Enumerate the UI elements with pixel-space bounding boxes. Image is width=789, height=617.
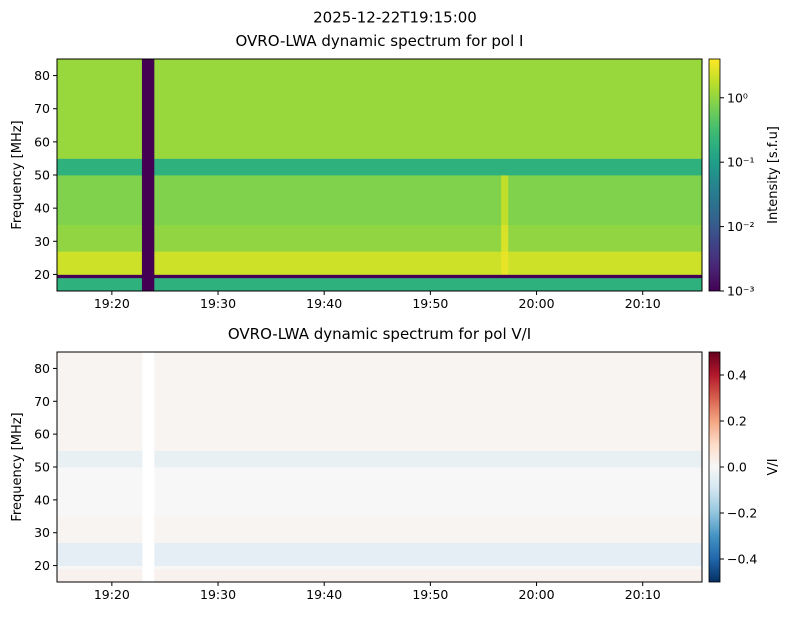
heatmap-cell — [154, 467, 703, 517]
heatmap-cell — [154, 59, 502, 159]
y-tick-label: 30 — [34, 525, 50, 540]
heatmap-cell — [154, 450, 703, 468]
heatmap-cell — [154, 175, 502, 226]
suptitle: 2025-12-22T19:15:00 — [313, 9, 477, 27]
heatmap-cell — [154, 568, 703, 583]
y-tick-label: 50 — [34, 168, 50, 183]
y-tick-label: 20 — [34, 558, 50, 573]
heatmap-cell — [501, 59, 509, 159]
y-axis-label: Frequency [MHz] — [10, 120, 25, 229]
heatmap-cell — [57, 59, 143, 159]
heatmap-cell — [57, 568, 143, 583]
heatmap-cell — [57, 175, 143, 226]
heatmap-cell — [57, 352, 143, 451]
heatmap-cell — [508, 175, 703, 226]
heatmap-cell — [57, 274, 143, 279]
heatmap-cell — [501, 251, 509, 275]
x-tick-label: 19:40 — [306, 296, 342, 311]
heatmap-cell — [141, 251, 155, 275]
y-tick-label: 70 — [34, 394, 50, 409]
heatmap-cell — [154, 516, 703, 543]
colorbar-tick-label: 10⁻¹ — [727, 155, 755, 170]
heatmap-cell — [508, 274, 703, 279]
heatmap-cell — [57, 158, 143, 176]
colorbar-tick-label: 10⁻³ — [727, 284, 755, 299]
y-tick-label: 40 — [34, 492, 50, 507]
heatmap-cell — [57, 224, 143, 252]
heatmap-cell — [141, 277, 155, 292]
x-tick-label: 19:20 — [94, 587, 130, 602]
colorbar-tick-label: 10⁰ — [727, 90, 748, 105]
colorbar-label: V/I — [766, 458, 781, 475]
x-tick-label: 19:30 — [200, 296, 236, 311]
x-tick-label: 19:50 — [412, 296, 448, 311]
x-tick-label: 19:30 — [200, 587, 236, 602]
y-tick-label: 60 — [34, 134, 50, 149]
heatmap-cell — [154, 352, 703, 451]
heatmap-cell — [154, 542, 703, 566]
heatmap-cell — [57, 251, 143, 275]
colorbar-tick-label: 0.4 — [727, 368, 747, 383]
heatmap-cell — [501, 175, 509, 226]
heatmap-cell — [57, 516, 143, 543]
y-tick-label: 70 — [34, 101, 50, 116]
chart-title: OVRO-LWA dynamic spectrum for pol I — [236, 32, 524, 50]
heatmap-cell — [57, 450, 143, 468]
heatmap-cell — [154, 274, 502, 279]
colorbar-tick-label: −0.4 — [727, 552, 757, 567]
heatmap-cell — [508, 251, 703, 275]
heatmap-cell — [508, 224, 703, 252]
heatmap-cell — [508, 277, 703, 292]
x-tick-label: 19:40 — [306, 587, 342, 602]
colorbar-tick-label: −0.2 — [727, 506, 757, 521]
heatmap-cell — [154, 158, 502, 176]
y-tick-label: 40 — [34, 201, 50, 216]
heatmap-cell — [141, 59, 155, 159]
colorbar-tick-label: 10⁻² — [727, 219, 755, 234]
heatmap-cell — [57, 467, 143, 517]
x-tick-label: 19:20 — [94, 296, 130, 311]
y-tick-label: 80 — [34, 68, 50, 83]
x-tick-label: 20:10 — [625, 587, 661, 602]
heatmap-cell — [508, 59, 703, 159]
colorbar-tick-label: 0.2 — [727, 414, 747, 429]
x-tick-label: 19:50 — [412, 587, 448, 602]
y-tick-label: 30 — [34, 234, 50, 249]
heatmap-cell — [57, 277, 143, 292]
y-tick-label: 20 — [34, 267, 50, 282]
x-tick-label: 20:00 — [519, 587, 555, 602]
colorbar-label: Intensity [s.f.u] — [766, 126, 781, 224]
heatmap-cell — [141, 224, 155, 252]
chart-title: OVRO-LWA dynamic spectrum for pol V/I — [228, 325, 531, 343]
colorbar — [708, 58, 721, 292]
x-tick-label: 20:10 — [625, 296, 661, 311]
x-tick-label: 20:00 — [519, 296, 555, 311]
heatmap-cell — [57, 565, 143, 570]
y-tick-label: 50 — [34, 460, 50, 475]
heatmap-cell — [508, 158, 703, 176]
y-axis-label: Frequency [MHz] — [10, 412, 25, 521]
heatmap-cell — [501, 224, 509, 252]
colorbar — [708, 351, 721, 583]
heatmap-cell — [501, 274, 509, 279]
colorbar-tick-label: 0.0 — [727, 460, 747, 475]
heatmap-cell — [141, 274, 155, 279]
heatmap-cell — [501, 277, 509, 292]
heatmap-cell — [57, 542, 143, 566]
heatmap-cell — [141, 175, 155, 226]
heatmap-cell — [141, 158, 155, 176]
y-tick-label: 80 — [34, 361, 50, 376]
heatmap-cell — [154, 251, 502, 275]
y-tick-label: 60 — [34, 427, 50, 442]
heatmap-cell — [501, 158, 509, 176]
heatmap-cell — [154, 224, 502, 252]
heatmap-cell — [154, 277, 502, 292]
heatmap-cell — [154, 565, 703, 570]
